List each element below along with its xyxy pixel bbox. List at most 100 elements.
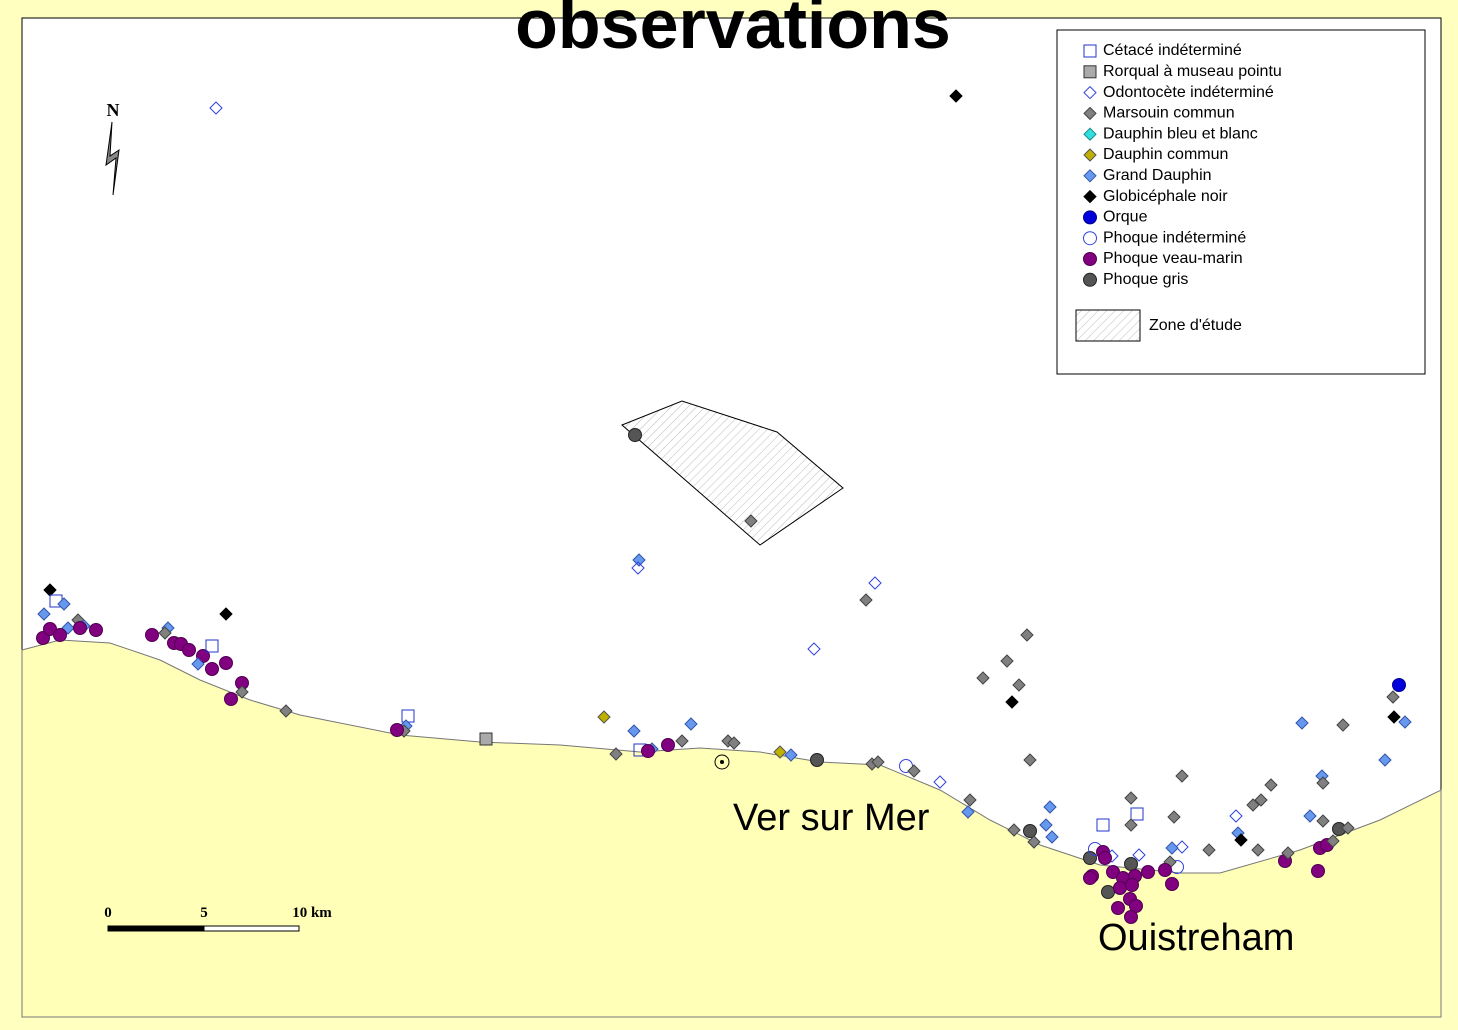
legend-symbol [1083, 65, 1097, 79]
observation-marker [641, 744, 655, 758]
observation-marker [205, 662, 219, 676]
observation-marker [976, 671, 990, 685]
observation-marker [1124, 910, 1138, 924]
legend-symbol [1083, 231, 1097, 246]
observation-marker [1316, 776, 1330, 790]
observation-marker [1398, 715, 1412, 729]
observation-marker [1392, 678, 1406, 692]
observation-marker [1083, 871, 1097, 885]
observation-marker [1098, 851, 1112, 865]
observation-marker [1295, 716, 1309, 730]
observation-marker [632, 553, 646, 567]
observation-marker [1202, 843, 1216, 857]
observation-marker [1254, 793, 1268, 807]
observation-marker [1303, 809, 1317, 823]
observation-marker [279, 704, 293, 718]
observation-marker [1311, 864, 1325, 878]
legend-label: Globicéphale noir [1103, 188, 1228, 205]
legend-symbol [1083, 210, 1097, 225]
observation-marker [209, 101, 223, 115]
place-label: Ver sur Mer [733, 797, 930, 839]
legend-zone-swatch [1075, 309, 1141, 342]
legend-label: Phoque gris [1103, 271, 1188, 288]
legend-symbol [1083, 85, 1097, 100]
legend-symbol [1083, 252, 1097, 266]
observation-marker [807, 642, 821, 656]
observation-marker [390, 723, 404, 737]
observation-marker [1101, 885, 1115, 899]
observation-marker [907, 764, 921, 778]
legend-symbol [1083, 189, 1097, 204]
observation-marker [961, 805, 975, 819]
observation-marker [727, 736, 741, 750]
observation-marker [1023, 753, 1037, 767]
observation-marker [628, 428, 642, 442]
legend-label: Cétacé indéterminé [1103, 42, 1242, 59]
observation-marker [1167, 810, 1181, 824]
observation-marker [219, 607, 233, 621]
legend-label: Dauphin bleu et blanc [1103, 125, 1258, 142]
observation-marker [1234, 833, 1248, 847]
observation-marker [205, 639, 219, 653]
observation-marker [1043, 800, 1057, 814]
observation-marker [933, 775, 947, 789]
observation-marker [57, 597, 71, 611]
observation-marker [1158, 863, 1172, 877]
town-symbol-dot [720, 760, 724, 764]
legend-label: Marsouin commun [1103, 105, 1235, 122]
observation-marker [191, 657, 205, 671]
observation-marker [744, 514, 758, 528]
observation-marker [784, 748, 798, 762]
scale-label: 10 km [292, 905, 332, 921]
observation-marker [1027, 835, 1041, 849]
observation-marker [1281, 846, 1295, 860]
observation-marker [1124, 791, 1138, 805]
scale-bar-segment [107, 925, 205, 932]
legend-label: Odontocète indéterminé [1103, 84, 1274, 101]
observation-marker [1165, 841, 1179, 855]
observation-marker [627, 724, 641, 738]
observation-marker [1326, 834, 1340, 848]
observation-marker [1336, 718, 1350, 732]
observation-marker [1000, 654, 1014, 668]
legend-symbol [1083, 148, 1097, 162]
observation-marker [158, 626, 172, 640]
observation-marker [1005, 695, 1019, 709]
legend-label: Orque [1103, 209, 1148, 226]
legend: Cétacé indéterminé Rorqual à museau point… [1083, 42, 1282, 288]
legend-symbol [1083, 272, 1097, 287]
north-label: N [107, 100, 120, 120]
legend-symbol [1083, 106, 1097, 121]
legend-label: Dauphin commun [1103, 146, 1228, 163]
observation-marker [1130, 807, 1144, 821]
map-title: observations [515, 0, 951, 63]
place-label: Ouistreham [1098, 917, 1294, 959]
observation-marker [868, 576, 882, 590]
scale-bar-segment [203, 925, 300, 932]
observation-marker [1165, 877, 1179, 891]
observation-marker [810, 753, 824, 767]
observation-marker [631, 561, 645, 575]
observation-marker [1012, 678, 1026, 692]
observation-marker [1083, 851, 1097, 865]
legend-symbol [1083, 169, 1097, 183]
observation-marker [145, 628, 159, 642]
observation-marker [661, 738, 675, 752]
observation-marker [224, 692, 238, 706]
observation-marker [1175, 769, 1189, 783]
observation-marker [1132, 848, 1146, 862]
legend-label: Rorqual à museau pointu [1103, 63, 1282, 80]
observation-marker [73, 621, 87, 635]
observation-marker [1175, 840, 1189, 854]
observation-marker [1378, 753, 1392, 767]
north-arrow [105, 121, 120, 196]
observation-marker [609, 747, 623, 761]
legend-symbol [1083, 44, 1097, 58]
observation-marker [1125, 878, 1139, 892]
observation-marker [773, 745, 787, 759]
legend-label: Phoque indéterminé [1103, 229, 1246, 246]
observation-marker [597, 710, 611, 724]
observation-marker [1124, 857, 1138, 871]
observation-marker [1124, 818, 1138, 832]
